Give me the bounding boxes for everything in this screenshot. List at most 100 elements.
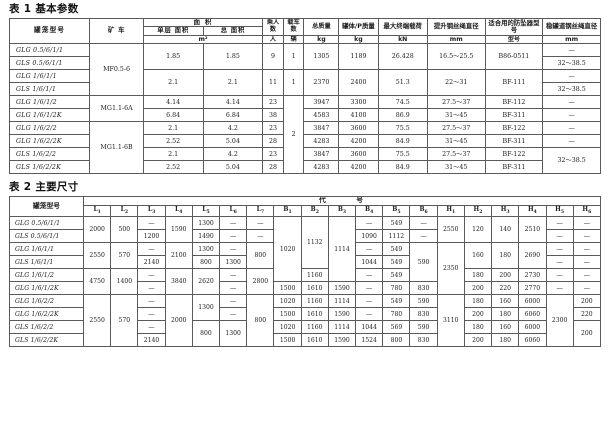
cell-body: 1189 xyxy=(338,43,379,71)
cell-b5: 549 xyxy=(382,255,411,270)
cell-rope: 27.5～37 xyxy=(426,95,486,110)
cell-b6: 590 xyxy=(409,294,438,309)
cell-load: 74.5 xyxy=(377,95,428,110)
cell-h1: 2350 xyxy=(436,242,465,296)
cell-h2: 200 xyxy=(463,307,493,322)
cell-h3: 180 xyxy=(491,307,520,322)
cell-b5: 549 xyxy=(382,216,411,231)
cell-total_area: 2.1 xyxy=(202,69,264,97)
cell-damper: B86-0511 xyxy=(484,43,544,71)
cell-single: 2.1 xyxy=(142,69,204,97)
table-row: GLG 1/6/1/1 2.1 2.1 11 1 2370 2400 51.3 22～31 BF-… xyxy=(8,69,601,97)
cell-h2: 200 xyxy=(463,281,493,296)
th-max-load: 最大终端载荷 xyxy=(377,18,428,36)
cell-h2: 180 xyxy=(463,320,493,335)
cell-b1: 1500 xyxy=(273,281,302,296)
cell-h6: — xyxy=(572,281,602,296)
cell-l4: 2100 xyxy=(164,242,193,270)
cell-l6: 1300 xyxy=(219,320,248,348)
cell-rope: 27.5～37 xyxy=(426,121,486,136)
cell-body: 2400 xyxy=(338,69,379,97)
cell-single: 1.85 xyxy=(142,43,204,71)
cell-single: 2.52 xyxy=(142,134,204,149)
cell-h2: 180 xyxy=(463,294,493,309)
cell-l5: 800 xyxy=(191,255,221,270)
cell-l6: 1300 xyxy=(219,255,248,270)
cell-b6: 590 xyxy=(409,242,438,283)
cell-l2: 1400 xyxy=(110,268,139,296)
cell-l6: — xyxy=(219,268,248,283)
cell-guide: — xyxy=(542,69,601,84)
th-unit-mm1: mm xyxy=(426,34,486,45)
cell-h6: 200 xyxy=(572,320,602,348)
cell-mass: 1305 xyxy=(303,43,340,71)
cell-b1: 1020 xyxy=(273,294,302,309)
cell-l1: 4750 xyxy=(83,268,112,296)
th2-code-h5: H5 xyxy=(545,204,574,218)
th2-code-l3: L3 xyxy=(137,204,166,218)
cell-h1: 2550 xyxy=(436,216,465,244)
cell-l3: — xyxy=(137,294,166,309)
cell-body: 4200 xyxy=(338,160,379,175)
cell-model: GLG 1/6/2/2 xyxy=(8,294,85,309)
cell-h5: 2300 xyxy=(545,294,574,348)
cell-l5: 1300 xyxy=(191,242,221,257)
cell-l6: — xyxy=(219,229,248,244)
cell-b1: 1500 xyxy=(273,307,302,322)
cell-l4: 2000 xyxy=(164,294,193,348)
cell-h5: — xyxy=(545,281,574,296)
cell-model: GLS 0.5/6/1/1 xyxy=(8,229,85,244)
cell-load: 75.5 xyxy=(377,147,428,162)
cell-h6: 200 xyxy=(572,294,602,309)
th2-code-h2: H2 xyxy=(463,204,493,218)
cell-persons: 9 xyxy=(262,43,284,71)
th2-code-h1: H1 xyxy=(436,204,465,218)
cell-b2: 1610 xyxy=(300,281,329,296)
th-unit-kn: kN xyxy=(377,34,428,45)
cell-h4: 6060 xyxy=(518,307,547,322)
th-area-total: 总 面积 xyxy=(202,26,264,36)
cell-mass: 3947 xyxy=(303,95,340,110)
cell-b3: 1590 xyxy=(327,333,357,348)
table-row: GLG 0.5/6/1/1 MF0.5-6 1.85 1.85 9 1 1305 1189 26… xyxy=(8,43,601,97)
cell-l6: — xyxy=(219,242,248,257)
cell-b4: 1524 xyxy=(355,333,384,348)
cell-b5: 800 xyxy=(382,333,411,348)
cell-l7: 800 xyxy=(246,242,275,270)
cell-guide: — xyxy=(542,134,601,149)
cell-cart: MF0.5-6 xyxy=(89,43,144,97)
cell-model: GLG 0.5/6/1/1 xyxy=(8,216,85,231)
cell-carts: 2 xyxy=(282,95,305,175)
cell-b5: 549 xyxy=(382,268,411,283)
cell-model: GLG 0.5/6/1/1 xyxy=(8,43,91,58)
cell-body: 4200 xyxy=(338,134,379,149)
cell-cart: MG1.1-6B xyxy=(89,121,144,175)
cell-h5: — xyxy=(545,255,574,270)
cell-b5: 569 xyxy=(382,320,411,335)
cell-h5: — xyxy=(545,229,574,244)
cell-total_area: 1.85 xyxy=(202,43,264,71)
cell-b3: 1590 xyxy=(327,307,357,322)
cell-b4: 1044 xyxy=(355,255,384,270)
cell-guide: 32～38.5 xyxy=(542,82,601,97)
cell-b4: — xyxy=(355,294,384,309)
cell-load: 75.5 xyxy=(377,121,428,136)
cell-mass: 3847 xyxy=(303,121,340,136)
th2-code-l6: L6 xyxy=(219,204,248,218)
cell-b3: 1590 xyxy=(327,281,357,296)
cell-persons: 38 xyxy=(262,108,284,123)
cell-h6: — xyxy=(572,268,602,283)
cell-persons: 23 xyxy=(262,95,284,110)
cell-damper: BF-111 xyxy=(484,69,544,97)
cell-b2: 1610 xyxy=(300,333,329,348)
cell-total_area: 4.2 xyxy=(202,121,264,136)
cell-b4: — xyxy=(355,242,384,257)
cell-rope: 22～31 xyxy=(426,69,486,97)
cell-rope: 31～45 xyxy=(426,134,486,149)
cell-b4: — xyxy=(355,268,384,283)
th2-code-b3: B3 xyxy=(327,204,357,218)
table-row: GLG 0.5/6/1/1 2000 500—1590 1300— —1020 1132 1… xyxy=(8,216,602,283)
th-unit-kg2: kg xyxy=(338,34,379,45)
cell-h3: 200 xyxy=(491,268,520,283)
cell-l4: 3840 xyxy=(164,268,193,296)
